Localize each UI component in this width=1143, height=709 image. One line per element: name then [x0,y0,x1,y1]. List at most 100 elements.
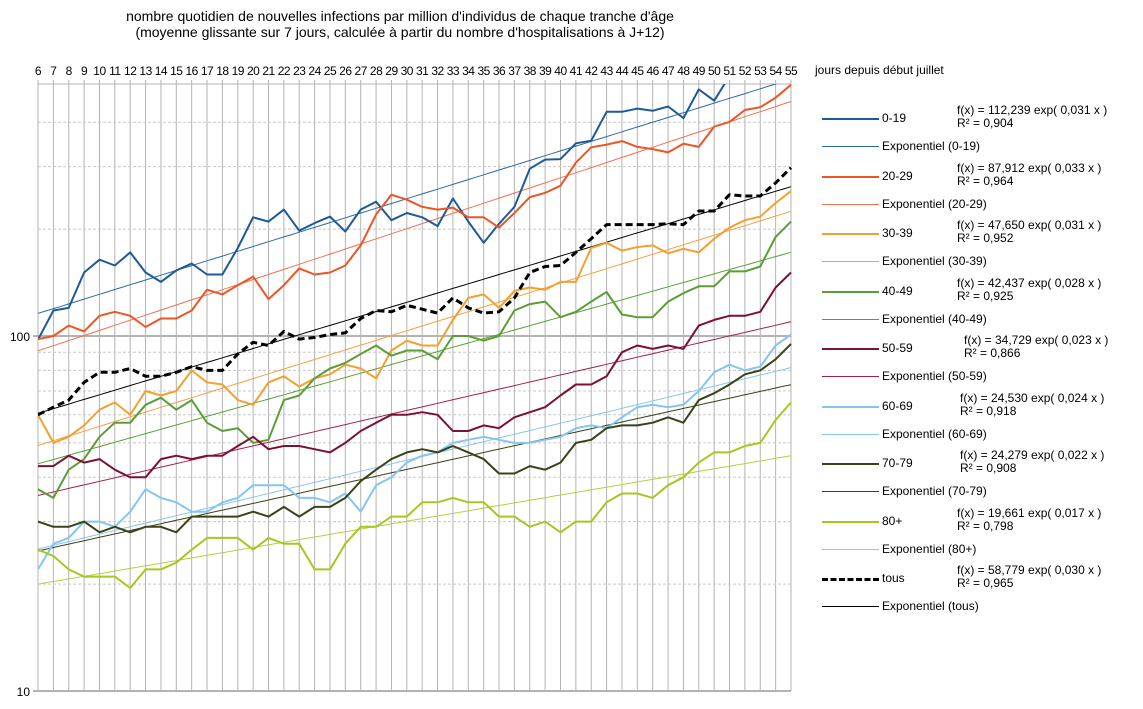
trendline-0-19 [38,84,778,314]
legend-label: 80+ [882,513,903,528]
legend-swatch [822,463,879,465]
legend-item: 50-59 f(x) = 34,729 exp( 0,023 x ) R² = 0,… [812,334,1142,360]
x-tick-label: 24 [308,64,321,78]
x-tick-label: 27 [355,64,368,78]
legend-label: Exponentiel (70-79) [882,484,987,498]
legend-item: 70-79 f(x) = 24,279 exp( 0,022 x ) R² = 0,… [812,449,1142,475]
trend-r-squared: R² = 0,965 [957,576,1014,590]
trendlines [38,84,792,585]
legend-swatch [822,491,879,492]
x-tick-label: 40 [554,64,567,78]
legend-label: 20-29 [882,168,913,183]
legend-swatch [822,606,879,607]
trendline-30-39 [38,210,792,446]
legend-swatch [822,548,879,550]
legend-label: 70-79 [882,456,913,470]
legend-swatch [822,405,879,408]
trend-r-squared: R² = 0,964 [957,173,1014,188]
legend-item: 40-49 f(x) = 42,437 exp( 0,028 x ) R² = 0,… [812,276,1142,302]
legend-swatch [822,118,879,120]
series-line-70-79 [38,343,792,534]
trend-formula: f(x) = 112,239 exp( 0,031 x ) R² = 0,904 [957,104,1107,130]
x-tick-label: 41 [570,64,583,78]
x-tick-label: 29 [385,64,398,78]
series-line-60-69 [38,333,792,570]
x-tick-label: 15 [170,64,183,78]
legend-label: Exponentiel (40-49) [882,311,987,326]
legend-item-trendline: Exponentiel (50-59) [812,368,1142,384]
x-tick-label: 50 [708,64,721,78]
x-tick-label: 7 [50,64,57,78]
trend-equation: f(x) = 42,437 exp( 0,028 x ) [957,275,1102,290]
trend-r-squared: R² = 0,908 [960,461,1017,475]
x-tick-label: 55 [785,64,798,78]
x-tick-label: 44 [616,64,629,78]
x-tick-label: 34 [462,64,475,78]
x-tick-label: 22 [278,64,291,78]
x-tick-label: 30 [401,64,414,78]
series-line-20-29 [38,84,792,341]
x-tick-label: 23 [293,64,306,78]
x-tick-label: 47 [662,64,675,78]
x-tick-label: 26 [339,64,352,78]
y-tick-label: 100 [10,330,30,344]
legend-item-trendline: Exponentiel (20-29) [812,196,1142,212]
legend-swatch [822,203,879,205]
x-tick-label: 18 [216,64,229,78]
x-tick-label: 51 [723,64,736,78]
x-tick-label: 11 [109,64,121,78]
legend-swatch [822,175,879,178]
legend-swatch [822,348,879,350]
legend-item-trendline: Exponentiel (60-69) [812,426,1142,442]
x-tick-label: 48 [677,64,690,78]
legend-label: Exponentiel (20-29) [882,196,987,211]
legend-label: Exponentiel (60-69) [882,426,987,441]
x-tick-label: 28 [370,64,383,78]
trendline-20-29 [38,101,792,352]
legend-item: 30-39 f(x) = 47,650 exp( 0,031 x ) R² = 0,… [812,219,1142,245]
legend-item-trendline: Exponentiel (30-39) [812,253,1142,269]
x-tick-label: 36 [493,64,506,78]
x-tick-label: 13 [139,64,152,78]
x-tick-label: 14 [155,64,168,78]
trend-formula: f(x) = 24,279 exp( 0,022 x ) R² = 0,908 [960,449,1104,475]
legend-swatch [822,376,879,377]
x-tick-label: 20 [247,64,260,78]
legend-swatch [822,578,879,581]
x-tick-label: 25 [324,64,337,78]
legend-label: 60-69 [882,398,913,413]
trend-formula: f(x) = 19,661 exp( 0,017 x ) R² = 0,798 [957,505,1102,533]
legend-item-trendline: Exponentiel (tous) [812,598,1142,614]
x-tick-label: 31 [416,64,429,78]
trend-r-squared: R² = 0,866 [964,346,1021,360]
x-tick-label: 8 [66,64,73,78]
chart-title: nombre quotidien de nouvelles infections… [126,8,674,24]
legend-swatch [822,261,879,262]
legend-label: Exponentiel (0-19) [882,139,981,153]
x-tick-label: 53 [754,64,767,78]
trend-formula: f(x) = 47,650 exp( 0,031 x ) R² = 0,952 [957,219,1101,245]
series-line-30-39 [38,190,792,444]
trend-equation: f(x) = 24,530 exp( 0,024 x ) [960,390,1105,405]
trend-r-squared: R² = 0,904 [957,116,1014,130]
x-tick-label: 52 [739,64,752,78]
legend-item-trendline: Exponentiel (80+) [812,541,1142,557]
legend-item: 20-29 f(x) = 87,912 exp( 0,033 x ) R² = 0,… [812,161,1142,187]
series-lines [38,84,792,589]
series-line-80+ [38,401,792,589]
chart-subtitle: (moyenne glissante sur 7 jours, calculée… [135,24,665,40]
trend-equation: f(x) = 87,912 exp( 0,033 x ) [957,160,1102,175]
trendline-tous [38,186,792,414]
legend-item: 0-19 f(x) = 112,239 exp( 0,031 x ) R² = 0,… [812,104,1142,130]
legend-swatch [822,146,879,147]
trend-equation: f(x) = 19,661 exp( 0,017 x ) [957,505,1102,520]
trendline-50-59 [38,321,792,496]
x-tick-label: 54 [769,64,782,78]
x-tick-label: 33 [447,64,460,78]
trend-formula: f(x) = 87,912 exp( 0,033 x ) R² = 0,964 [957,160,1102,188]
legend-label: tous [882,571,905,585]
trend-equation: f(x) = 112,239 exp( 0,031 x ) [957,103,1108,117]
legend-item-trendline: Exponentiel (70-79) [812,483,1142,499]
trend-equation: f(x) = 58,779 exp( 0,030 x ) [957,563,1102,577]
trend-formula: f(x) = 58,779 exp( 0,030 x ) R² = 0,965 [957,564,1101,590]
